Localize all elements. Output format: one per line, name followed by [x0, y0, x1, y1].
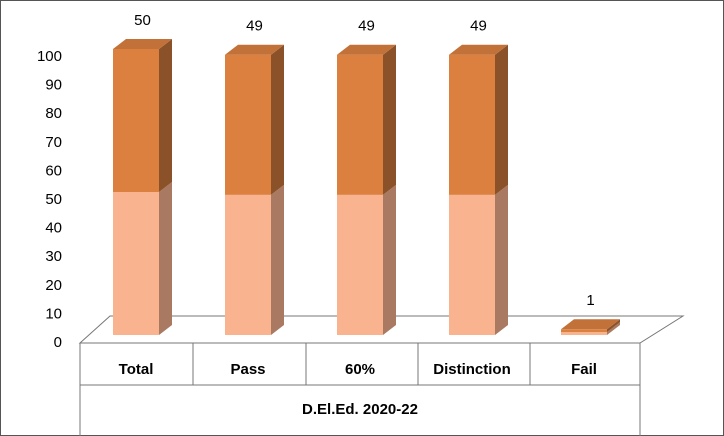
bar-face — [383, 184, 396, 335]
x-tick-label: Distinction — [433, 361, 511, 378]
bar-face — [337, 194, 383, 335]
bar-segment — [337, 184, 396, 335]
bar-face — [113, 192, 159, 335]
bar-face — [607, 322, 620, 335]
y-tick-label: 70 — [45, 134, 62, 151]
bar-face — [159, 39, 172, 192]
bar-face — [225, 54, 271, 195]
y-tick-label: 60 — [45, 162, 62, 179]
category-table — [79, 343, 641, 436]
bar-face — [225, 44, 284, 55]
bar-face — [337, 54, 383, 195]
bar-segment — [449, 44, 508, 195]
bar-face — [113, 39, 172, 49]
bar-face — [271, 184, 284, 335]
bar-face — [449, 54, 495, 195]
data-label: 49 — [246, 18, 263, 35]
y-tick-label: 90 — [45, 77, 62, 94]
bar-face — [383, 44, 396, 195]
y-tick-label: 10 — [45, 305, 62, 322]
data-label: 49 — [470, 18, 487, 35]
bar-face — [561, 329, 607, 333]
y-tick-label: 30 — [45, 248, 62, 265]
bar-segment — [225, 184, 284, 335]
bar-segment — [561, 319, 620, 333]
bar-face — [449, 194, 495, 335]
x-tick-label: Total — [119, 361, 154, 378]
data-label: 49 — [358, 18, 375, 35]
bar-face — [113, 49, 159, 192]
bar-face — [225, 194, 271, 335]
y-tick-label: 80 — [45, 105, 62, 122]
data-label: 1 — [586, 292, 594, 309]
y-tick-label: 50 — [45, 191, 62, 208]
bar-segment — [337, 44, 396, 195]
bar-segment — [225, 44, 284, 195]
y-tick-label: 100 — [37, 48, 62, 65]
x-tick-label: 60% — [345, 361, 375, 378]
bar-face — [449, 44, 508, 55]
bar-face — [495, 44, 508, 195]
bar-segment — [561, 322, 620, 335]
bar-face — [607, 319, 620, 333]
x-tick-label: Fail — [571, 361, 597, 378]
bar-face — [561, 332, 607, 335]
y-tick-label: 20 — [45, 277, 62, 294]
bar-face — [337, 44, 396, 55]
bar-face — [495, 184, 508, 335]
y-tick-label: 0 — [54, 334, 62, 351]
bar-segment — [113, 39, 172, 192]
bar-segment — [113, 182, 172, 335]
bar-face — [561, 319, 620, 330]
bar-face — [159, 182, 172, 335]
data-label: 50 — [134, 12, 151, 29]
group-label: D.El.Ed. 2020-22 — [302, 401, 418, 418]
y-tick-label: 40 — [45, 220, 62, 237]
bar-face — [271, 44, 284, 195]
bar-segment — [449, 184, 508, 335]
x-tick-label: Pass — [230, 361, 265, 378]
